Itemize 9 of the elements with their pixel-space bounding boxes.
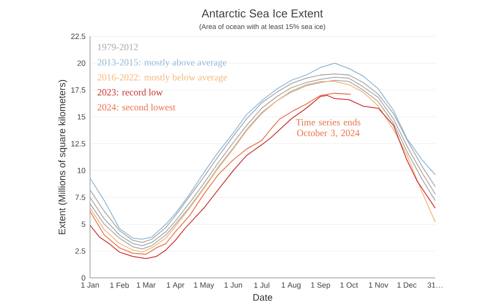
text: 2023: record low bbox=[98, 88, 163, 96]
annotation: Time series ends October 3, 2024 bbox=[296, 118, 360, 138]
text: 2024: second lowest bbox=[98, 104, 176, 110]
text: 2016-2022: mostly below average bbox=[98, 74, 227, 82]
x-axis-title: Date bbox=[253, 294, 272, 301]
text: 2013-2015: mostly above average bbox=[98, 58, 226, 68]
y-axis-title: Extent (Millions of square kilometers) bbox=[58, 80, 68, 234]
text: 1979-2012 bbox=[98, 44, 138, 50]
chart-title: Antarctic Sea Ice Extent bbox=[202, 8, 323, 18]
